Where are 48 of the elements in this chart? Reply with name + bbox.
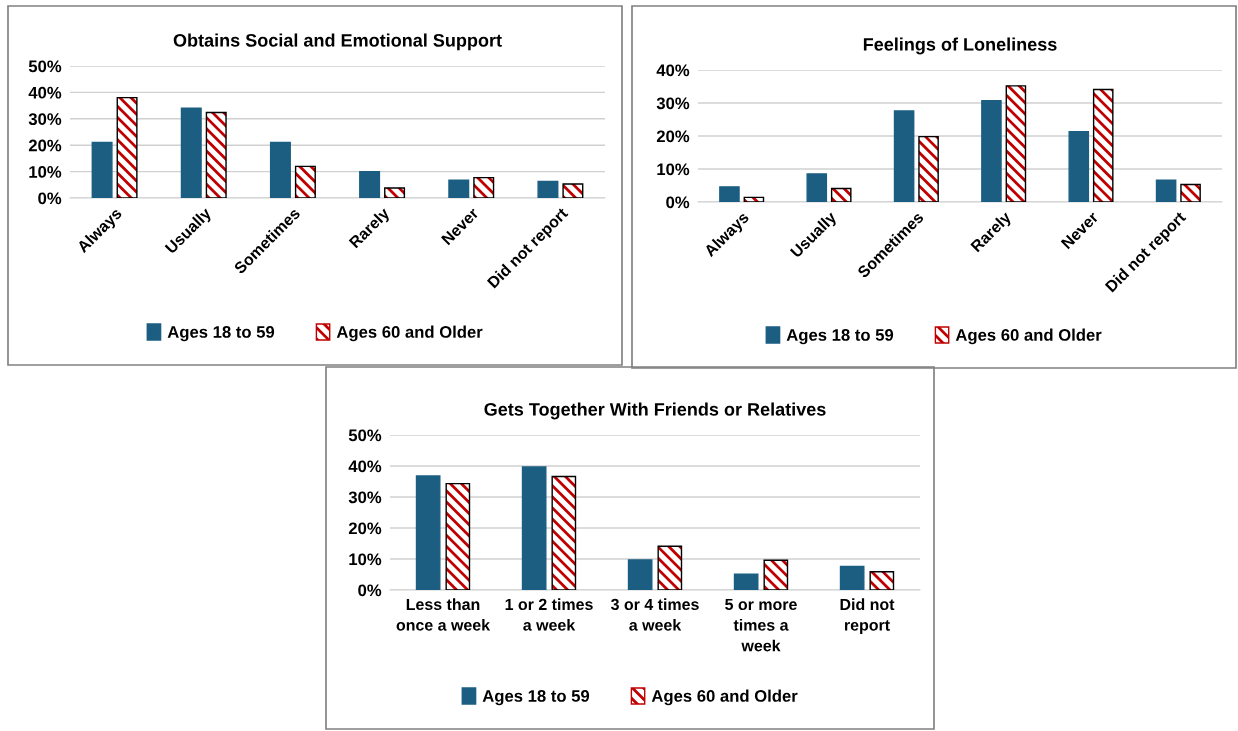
chart-title: Gets Together With Friends or Relatives (484, 402, 826, 420)
bar (733, 573, 759, 590)
y-tick-label: 50% (348, 429, 382, 442)
x-tick-label: Less than once a week (396, 598, 491, 631)
bar (1068, 131, 1090, 202)
bar (448, 179, 470, 198)
y-tick-label: 0% (38, 192, 62, 205)
y-tick-label: 30% (28, 113, 62, 126)
x-tick-label: 1 or 2 times a week (505, 598, 593, 631)
bar (981, 99, 1002, 202)
y-tick-label: 10% (657, 163, 690, 176)
chart-title: Feelings of Loneliness (863, 37, 1057, 55)
y-tick-label: 30% (656, 97, 690, 110)
legend-label: Ages 60 and Older (336, 325, 483, 342)
x-tick-label: Did not report (840, 598, 895, 634)
legend-label: Ages 18 to 59 (167, 326, 275, 342)
y-tick-label: 20% (28, 139, 62, 152)
y-tick-label: 10% (29, 166, 62, 178)
y-tick-label: 0% (666, 196, 690, 209)
y-tick-label: 50% (28, 60, 62, 73)
bar (839, 565, 865, 590)
legend-label: Ages 18 to 59 (482, 690, 590, 706)
bar (415, 475, 441, 590)
bar (1155, 179, 1177, 202)
x-tick-label: 5 or more times a week (725, 598, 797, 652)
y-tick-label: 0% (358, 584, 382, 597)
bar (893, 110, 915, 202)
y-tick-label: 10% (349, 553, 382, 566)
y-tick-label: 20% (348, 522, 382, 535)
y-tick-label: 40% (348, 460, 382, 473)
chart-title: Obtains Social and Emotional Support (173, 33, 502, 51)
bar (359, 170, 381, 198)
y-tick-label: 40% (656, 64, 690, 77)
bar (719, 186, 740, 202)
bar (180, 107, 202, 198)
y-tick-label: 20% (656, 130, 690, 143)
bar (521, 466, 547, 590)
x-tick-label: 3 or 4 times a week (610, 598, 699, 631)
y-tick-label: 30% (348, 491, 382, 504)
legend-label: Ages 60 and Older (651, 689, 798, 706)
legend-label: Ages 18 to 59 (786, 329, 894, 345)
bar (537, 180, 559, 198)
bar (806, 173, 828, 202)
bar (627, 559, 653, 590)
legend-label: Ages 60 and Older (955, 328, 1102, 345)
y-tick-label: 40% (28, 86, 62, 99)
bar (91, 141, 113, 198)
bar (269, 141, 291, 198)
